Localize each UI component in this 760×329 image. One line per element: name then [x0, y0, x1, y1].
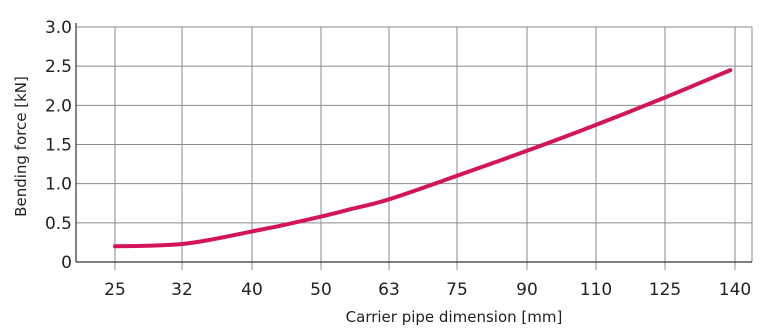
y-tick-label: 2.0	[45, 96, 72, 116]
x-axis-label: Carrier pipe dimension [mm]	[346, 308, 563, 326]
x-tick-label: 90	[516, 280, 538, 300]
y-tick-label: 0	[61, 253, 72, 273]
x-tick-label: 40	[241, 280, 263, 300]
series	[113, 68, 733, 249]
x-tick-label: 63	[378, 280, 400, 300]
x-tick-label: 110	[580, 280, 612, 300]
tick-labels: 0 0.5 1.0 1.5 2.0 2.5 3.0 25 32 40 50 63 75 90 110 125 1…	[45, 18, 751, 300]
axes	[75, 23, 752, 263]
x-tick-label: 32	[171, 280, 193, 300]
x-tick-label: 125	[649, 280, 681, 300]
x-tick-label: 25	[104, 280, 126, 300]
y-tick-label: 2.5	[45, 57, 72, 77]
y-tick-label: 1.5	[45, 136, 72, 156]
grid	[76, 26, 753, 270]
x-tick-label: 75	[446, 280, 468, 300]
y-tick-label: 1.0	[45, 175, 72, 195]
x-tick-label: 140	[719, 280, 751, 300]
x-tick-label: 50	[310, 280, 332, 300]
y-axis-label: Bending force [kN]	[12, 76, 30, 217]
y-tick-label: 0.5	[45, 214, 72, 234]
y-tick-label: 3.0	[45, 18, 72, 38]
series-line	[113, 68, 733, 249]
